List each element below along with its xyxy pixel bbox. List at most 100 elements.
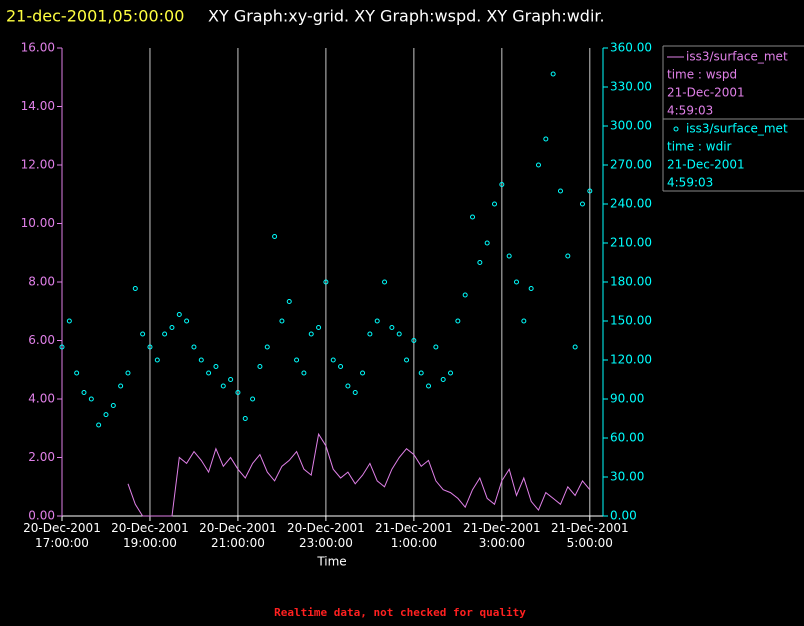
wdir-point	[411, 338, 417, 343]
wdir-point	[352, 390, 358, 395]
wdir-point	[191, 344, 197, 350]
wdir-point	[360, 370, 366, 376]
chart-title: XY Graph:xy-grid. XY Graph:wspd. XY Grap…	[208, 7, 605, 26]
y-tick-label: 12.00	[21, 158, 55, 172]
wspd-line	[127, 432, 591, 517]
y2-tick-label: 180.00	[610, 275, 652, 289]
wdir-point	[484, 240, 490, 246]
wdir-point	[396, 331, 402, 337]
legend-name: iss3/surface_met	[686, 122, 788, 136]
wdir-point	[103, 412, 109, 418]
wdir-point	[543, 136, 549, 142]
y-tick-label: 8.00	[28, 275, 55, 289]
y2-tick-label: 120.00	[610, 353, 652, 367]
wdir-point	[147, 344, 153, 350]
wdir-point	[184, 318, 190, 324]
wdir-point	[462, 292, 468, 298]
y2-tick-label: 90.00	[610, 392, 644, 406]
wdir-point	[535, 162, 541, 168]
wdir-point	[433, 344, 439, 350]
x-tick-label: 21-Dec-2001 3:00:00	[462, 521, 541, 550]
wdir-point	[572, 344, 578, 350]
wdir-point	[264, 344, 270, 350]
wdir-point	[513, 279, 519, 285]
x-tick-label: 21-Dec-2001 1:00:00	[375, 521, 453, 550]
y2-tick-label: 360.00	[610, 41, 652, 55]
wdir-point	[587, 188, 593, 194]
wdir-point	[176, 312, 182, 317]
wdir-point	[426, 383, 432, 389]
y2-tick-label: 270.00	[610, 158, 652, 172]
wdir-point	[506, 253, 512, 259]
y2-tick-label: 60.00	[610, 431, 644, 445]
wdir-point	[382, 279, 388, 285]
wdir-point	[110, 403, 116, 408]
wdir-point	[579, 201, 585, 207]
wdir-point	[418, 370, 424, 376]
wdir-point	[272, 234, 278, 239]
wdir-point	[448, 370, 454, 376]
wdir-point	[338, 364, 344, 369]
wdir-point	[301, 370, 307, 376]
wdir-point	[550, 71, 556, 77]
legend-text: time : wspd	[667, 68, 737, 82]
wdir-point	[492, 201, 498, 207]
wdir-point	[499, 182, 505, 187]
legend-marker	[673, 126, 679, 132]
x-tick-label: 20-Dec-2001 19:00:00	[111, 521, 189, 550]
wdir-point	[440, 377, 446, 382]
wdir-point	[242, 416, 248, 421]
wdir-point	[66, 318, 72, 324]
y2-tick-label: 150.00	[610, 314, 652, 328]
y-tick-label: 10.00	[21, 216, 55, 230]
wdir-point	[206, 370, 212, 376]
wdir-point	[88, 396, 94, 402]
wdir-point	[330, 357, 336, 363]
wdir-point	[404, 357, 410, 363]
x-tick-label: 20-Dec-2001 21:00:00	[199, 521, 277, 550]
wdir-point	[118, 383, 124, 389]
wdir-point	[220, 383, 226, 389]
wdir-point	[367, 331, 373, 337]
y2-tick-label: 30.00	[610, 470, 644, 484]
wdir-point	[389, 325, 395, 330]
wdir-point	[257, 364, 263, 369]
wdir-point	[557, 188, 563, 194]
wdir-point	[154, 357, 160, 363]
x-tick-label: 21-Dec-2001 5:00:00	[550, 521, 629, 550]
y2-tick-label: 240.00	[610, 197, 652, 211]
wdir-point	[250, 396, 256, 402]
x-tick-label: 20-Dec-2001 23:00:00	[287, 521, 365, 550]
wdir-point	[96, 422, 102, 428]
wdir-point	[286, 299, 292, 304]
y-tick-label: 4.00	[28, 392, 55, 406]
wdir-point	[140, 331, 146, 337]
legend-text: 4:59:03	[667, 176, 713, 190]
legend-name: iss3/surface_met	[686, 50, 788, 64]
legend-text: 4:59:03	[667, 104, 713, 118]
wdir-point	[294, 357, 300, 363]
wdir-point	[132, 286, 138, 291]
footer-note: Realtime data, not checked for quality	[274, 606, 526, 619]
y-tick-label: 6.00	[28, 333, 55, 347]
wdir-point	[125, 370, 131, 376]
wdir-point	[374, 318, 380, 324]
wdir-point	[477, 260, 483, 265]
wdir-point	[308, 331, 314, 337]
wdir-point	[455, 318, 461, 324]
y2-tick-label: 330.00	[610, 80, 652, 94]
x-axis-label: Time	[316, 555, 346, 569]
y2-tick-label: 210.00	[610, 236, 652, 250]
wdir-point	[316, 325, 322, 330]
y-tick-label: 14.00	[21, 99, 55, 113]
wdir-point	[565, 253, 571, 259]
x-tick-label: 20-Dec-2001 17:00:00	[23, 521, 101, 550]
wdir-point	[81, 390, 87, 395]
y-tick-label: 0.00	[28, 509, 55, 523]
y2-tick-label: 300.00	[610, 119, 652, 133]
legend-text: 21-Dec-2001	[667, 86, 745, 100]
wdir-point	[169, 325, 175, 330]
y-tick-label: 16.00	[21, 41, 55, 55]
